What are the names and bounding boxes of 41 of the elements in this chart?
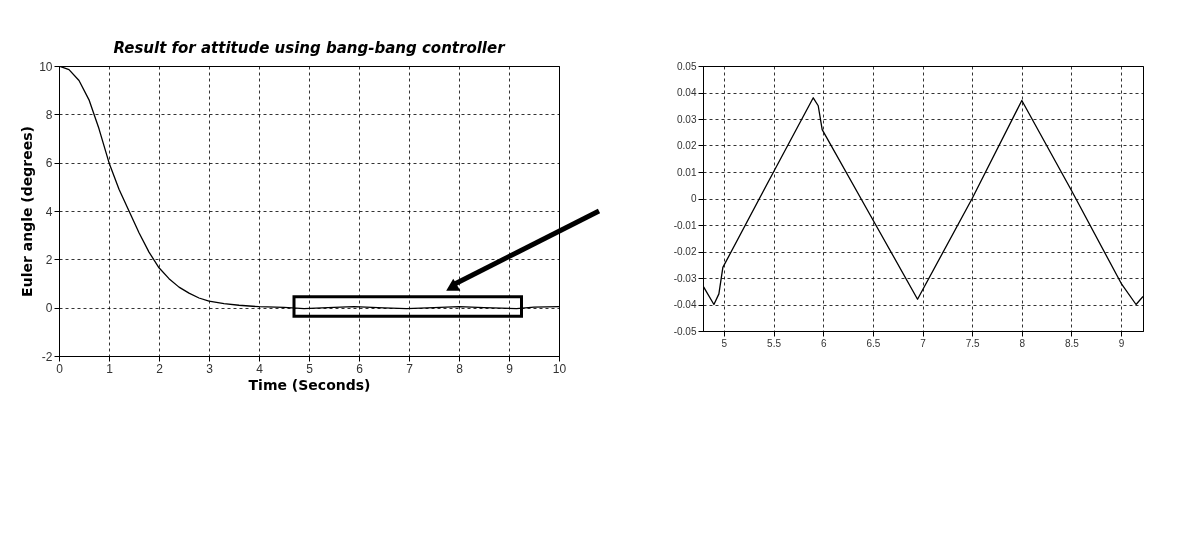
y-tick-label: 6 xyxy=(45,156,53,171)
y-tick-label: 0 xyxy=(45,301,53,316)
y-tick-label: 8 xyxy=(45,107,53,122)
x-tick-label: 9 xyxy=(1118,337,1125,349)
x-tick-label: 5 xyxy=(721,337,728,349)
y-tick-label: -2 xyxy=(41,349,53,364)
y-tick-label: 0.02 xyxy=(677,140,697,151)
x-tick-label: 7.5 xyxy=(965,337,981,349)
y-tick-label: -0.01 xyxy=(673,219,697,231)
x-tick-label: 6 xyxy=(356,361,364,376)
x-tick-label: 5.5 xyxy=(767,337,782,349)
x-tick-label: 8 xyxy=(1019,337,1026,349)
y-tick-label: -0.04 xyxy=(673,299,697,310)
x-tick-label: 6 xyxy=(820,337,827,349)
y-tick-label: 0 xyxy=(690,193,697,204)
x-tick-label: 2 xyxy=(156,361,164,376)
y-tick-label: 0.03 xyxy=(677,113,697,125)
y-tick-label: -0.03 xyxy=(673,272,697,284)
x-tick-label: 3 xyxy=(206,361,214,376)
x-tick-label: 5 xyxy=(306,361,314,376)
y-tick-label: 0.04 xyxy=(677,87,697,98)
y-tick-label: 0.01 xyxy=(677,166,697,178)
x-axis-title: Time (Seconds) xyxy=(248,376,371,393)
x-tick-label: 7 xyxy=(920,337,927,349)
chart-title: Result for attitude using bang-bang controller xyxy=(113,39,507,57)
x-tick-label: 8 xyxy=(456,361,464,376)
x-tick-label: 6.5 xyxy=(866,337,881,349)
x-tick-label: 1 xyxy=(106,361,114,376)
y-tick-label: -0.05 xyxy=(673,325,697,337)
y-tick-label: 10 xyxy=(39,59,53,74)
y-tick-label: 2 xyxy=(45,252,53,267)
y-tick-label: 4 xyxy=(45,204,53,219)
x-tick-label: 9 xyxy=(506,361,514,376)
x-tick-label: 10 xyxy=(552,361,567,376)
y-tick-label: -0.02 xyxy=(673,246,697,257)
y-tick-label: 0.05 xyxy=(677,60,697,72)
x-tick-label: 7 xyxy=(406,361,414,376)
y-axis-title: Euler angle (degrees) xyxy=(19,126,36,297)
x-tick-label: 4 xyxy=(256,361,264,376)
x-tick-label: 0 xyxy=(56,361,64,376)
x-tick-label: 8.5 xyxy=(1065,337,1080,349)
